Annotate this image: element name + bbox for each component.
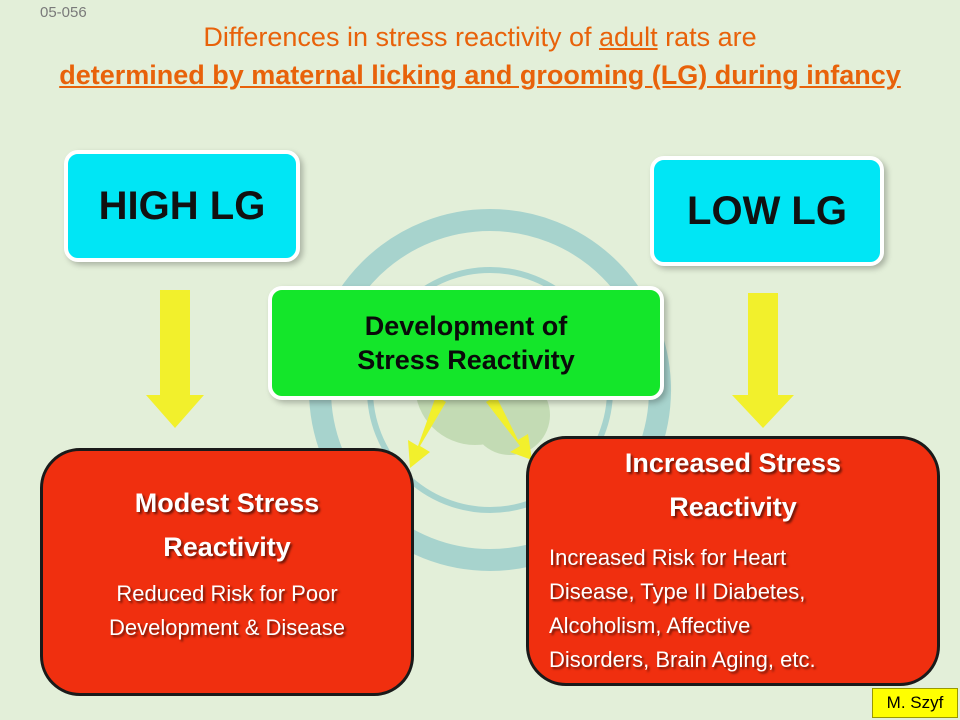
modest-body-line1: Reduced Risk for Poor bbox=[116, 581, 338, 606]
author-badge: M. Szyf bbox=[872, 688, 958, 718]
slide-title: Differences in stress reactivity of adul… bbox=[40, 18, 920, 94]
increased-body-line4: Disorders, Brain Aging, etc. bbox=[549, 647, 816, 672]
high-lg-label: HIGH LG bbox=[98, 183, 266, 228]
low-lg-box: LOW LG bbox=[650, 156, 884, 266]
title-part1: Differences in stress reactivity of bbox=[203, 22, 600, 52]
arrow-high-down bbox=[146, 290, 204, 428]
modest-body-line2: Development & Disease bbox=[108, 615, 345, 640]
increased-head-line1: Increased Stress bbox=[624, 448, 842, 478]
increased-heading: Increased Stress Reactivity bbox=[529, 441, 937, 529]
increased-body-line1: Increased Risk for Heart bbox=[549, 545, 787, 570]
development-box: Development of Stress Reactivity bbox=[268, 286, 664, 400]
modest-head-line2: Reactivity bbox=[163, 532, 291, 562]
slide-code: 05-056 bbox=[40, 4, 87, 21]
modest-stress-box: Modest Stress Reactivity Reduced Risk fo… bbox=[40, 448, 414, 696]
increased-body-line2: Disease, Type II Diabetes, bbox=[549, 579, 806, 604]
modest-head-line1: Modest Stress bbox=[134, 488, 320, 518]
development-line2: Stress Reactivity bbox=[357, 345, 575, 375]
development-line1: Development of bbox=[364, 311, 568, 341]
title-emphasis: determined by maternal licking and groom… bbox=[59, 60, 901, 90]
increased-head-line2: Reactivity bbox=[669, 492, 797, 522]
modest-heading: Modest Stress Reactivity bbox=[43, 481, 411, 569]
increased-body-line3: Alcoholism, Affective bbox=[549, 613, 751, 638]
arrow-low-down bbox=[732, 293, 794, 428]
title-adult: adult bbox=[599, 22, 658, 52]
high-lg-box: HIGH LG bbox=[64, 150, 300, 262]
low-lg-label: LOW LG bbox=[687, 188, 847, 233]
increased-body: Increased Risk for Heart Disease, Type I… bbox=[529, 541, 937, 677]
modest-body: Reduced Risk for Poor Development & Dise… bbox=[43, 577, 411, 645]
title-part2: rats are bbox=[657, 22, 757, 52]
increased-stress-box: Increased Stress Reactivity Increased Ri… bbox=[526, 436, 940, 686]
